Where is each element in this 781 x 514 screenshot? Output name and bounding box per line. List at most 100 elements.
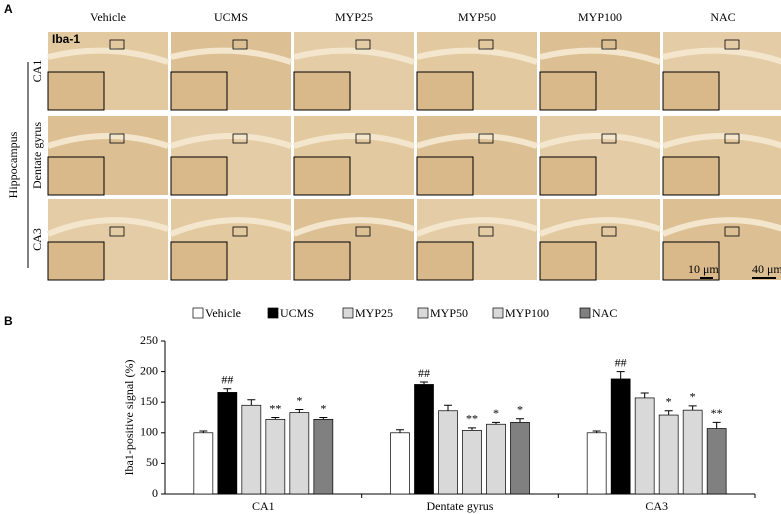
inset	[662, 156, 720, 196]
roi-box	[355, 133, 371, 144]
roi-box	[109, 133, 125, 144]
x-tick-label: Dentate gyrus	[427, 499, 494, 513]
bar	[462, 430, 482, 495]
roi-box	[232, 133, 248, 144]
region-label: Hippocampus	[6, 131, 20, 198]
roi-box	[355, 226, 371, 237]
legend-label: MYP50	[430, 306, 468, 320]
y-tick-label: 200	[140, 363, 158, 377]
inset	[170, 156, 228, 196]
column-label: Vehicle	[90, 10, 126, 24]
inset	[662, 241, 720, 281]
tissue-band	[47, 133, 169, 149]
inset	[662, 71, 720, 111]
error-bar	[247, 399, 256, 406]
inset	[170, 241, 228, 281]
significance-label: *	[666, 395, 672, 409]
y-tick-label: 250	[140, 333, 158, 347]
significance-label: ##	[615, 355, 627, 369]
tissue-band	[538, 217, 661, 237]
legend-swatch	[342, 307, 354, 319]
bar	[610, 378, 631, 495]
significance-label: **	[466, 412, 478, 426]
bar	[217, 392, 238, 495]
bar	[510, 422, 530, 495]
error-bar	[444, 404, 452, 411]
scale-bar-label: 10 μm	[688, 262, 719, 276]
significance-label: *	[296, 393, 302, 407]
scale-bar-label: 40 μm	[752, 262, 781, 276]
bar	[241, 404, 262, 495]
error-bar	[319, 417, 328, 420]
column-label: MYP100	[578, 10, 622, 24]
tissue-band	[539, 133, 661, 149]
bar	[438, 410, 458, 495]
bar	[265, 418, 286, 495]
error-bar	[616, 371, 625, 379]
tissue-band	[293, 133, 415, 149]
inset	[539, 241, 597, 281]
y-tick-label: 150	[140, 394, 158, 408]
tissue-band	[662, 133, 781, 149]
roi-box	[724, 39, 740, 50]
significance-label: **	[269, 401, 281, 415]
bar	[414, 384, 434, 495]
significance-label: *	[690, 390, 696, 404]
bar	[658, 414, 679, 495]
roi-box	[601, 39, 617, 50]
error-bar	[271, 417, 280, 420]
roi-box	[478, 226, 494, 237]
tissue-band	[46, 217, 169, 237]
legend-label: MYP100	[505, 306, 549, 320]
bar	[313, 418, 334, 495]
tissue-band	[170, 47, 292, 65]
column-label: NAC	[710, 10, 735, 24]
x-tick-label: CA3	[645, 499, 668, 513]
row-label: Dentate gyrus	[30, 122, 44, 189]
roi-box	[724, 133, 740, 144]
legend-swatch	[192, 307, 204, 319]
error-bar	[396, 429, 404, 433]
significance-label: *	[493, 406, 499, 420]
tissue-band	[416, 47, 538, 65]
error-bar	[492, 421, 500, 425]
inset	[416, 71, 474, 111]
significance-label: *	[517, 402, 523, 416]
legend-swatch	[417, 307, 429, 319]
error-bar	[420, 381, 428, 385]
tissue-band	[293, 47, 415, 65]
error-bar	[468, 427, 476, 431]
error-bar	[199, 430, 208, 433]
inset	[47, 71, 105, 111]
legend-swatch	[579, 307, 591, 319]
tissue-band	[539, 47, 661, 65]
y-axis-label: Iba1-positive signal (%)	[122, 360, 136, 476]
inset	[47, 156, 105, 196]
tissue-band	[47, 47, 169, 65]
tissue-band	[661, 217, 781, 237]
column-label: MYP50	[458, 10, 496, 24]
tissue-band	[170, 133, 292, 149]
bar	[682, 409, 703, 495]
bar	[706, 428, 727, 495]
y-tick-label: 50	[146, 455, 158, 469]
inset	[416, 156, 474, 196]
error-bar	[664, 410, 673, 416]
error-bar	[688, 405, 697, 411]
bar	[634, 397, 655, 495]
error-bar	[223, 388, 232, 393]
inset	[416, 241, 474, 281]
legend-swatch	[267, 307, 279, 319]
significance-label: **	[711, 406, 723, 420]
inset	[293, 241, 351, 281]
roi-box	[109, 226, 125, 237]
legend-label: MYP25	[355, 306, 393, 320]
significance-label: ##	[418, 366, 430, 380]
inset	[293, 156, 351, 196]
roi-box	[232, 39, 248, 50]
bar	[586, 432, 607, 495]
legend-label: NAC	[592, 306, 617, 320]
bar	[486, 423, 506, 495]
legend-swatch	[492, 307, 504, 319]
